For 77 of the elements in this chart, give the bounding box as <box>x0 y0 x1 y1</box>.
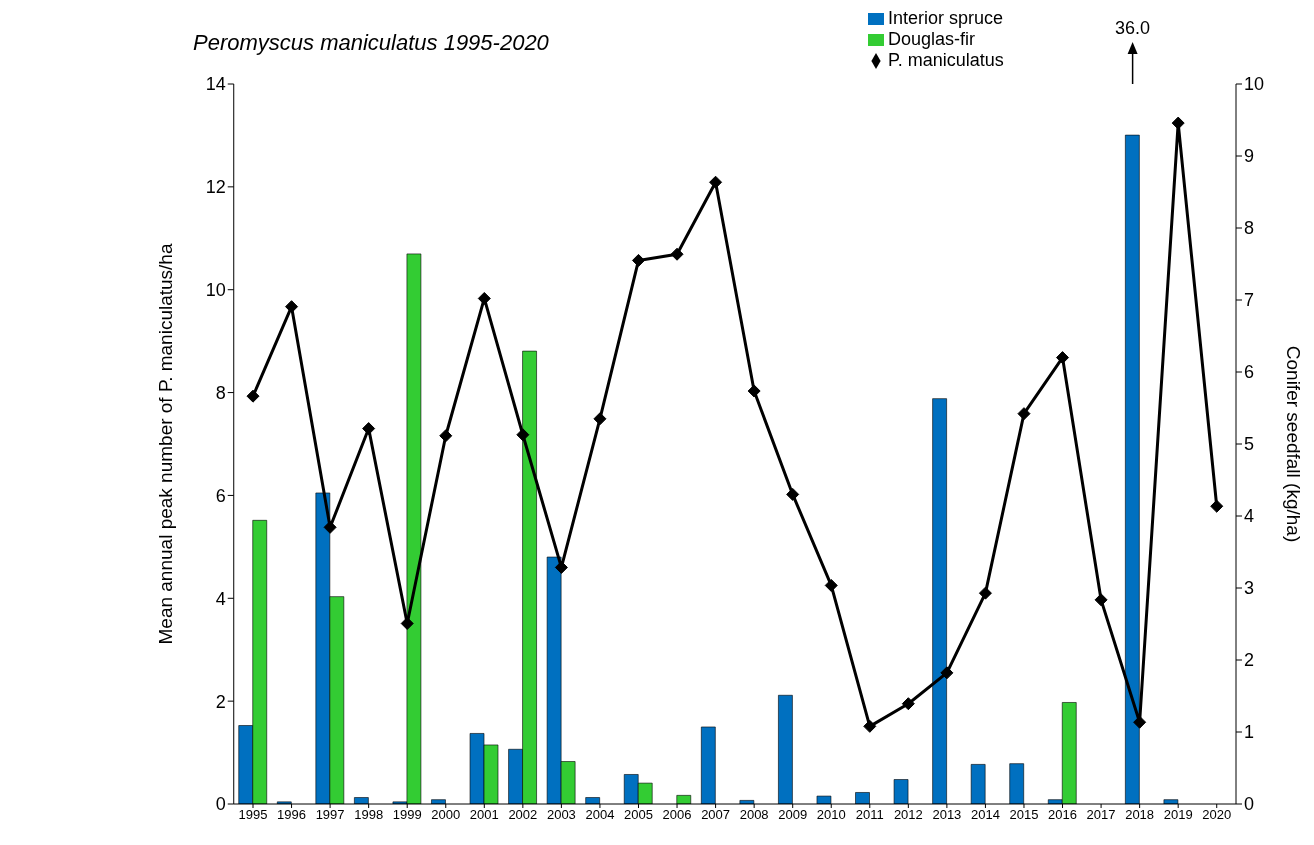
point <box>1017 407 1031 421</box>
y-tick-label: 12 <box>205 177 226 198</box>
y-tick-label: 2 <box>215 691 226 712</box>
y-tick-label: 8 <box>215 382 226 403</box>
x-tick-label: 2010 <box>816 807 846 823</box>
y-tick-label: 14 <box>205 74 226 95</box>
point <box>362 422 376 436</box>
x-tick-label: 1995 <box>238 807 268 823</box>
legend-label: Douglas-fir <box>888 29 976 49</box>
y2-tick-label: 7 <box>1244 290 1255 311</box>
point <box>593 412 607 426</box>
x-tick-label: 1996 <box>277 807 307 823</box>
y-tick-label: 6 <box>215 485 226 506</box>
x-tick-label: 2013 <box>932 807 962 823</box>
point <box>863 719 877 733</box>
x-tick-label: 2003 <box>546 807 576 823</box>
y2-tick-label: 5 <box>1244 434 1255 455</box>
x-tick-label: 2009 <box>778 807 808 823</box>
x-tick-label: 2020 <box>1202 807 1232 823</box>
x-tick-label: 2012 <box>893 807 923 823</box>
y2-tick-label: 2 <box>1244 650 1255 671</box>
point <box>1133 715 1147 729</box>
x-tick-label: 1997 <box>315 807 345 823</box>
point <box>940 666 954 680</box>
y-tick-label: 10 <box>205 280 226 301</box>
y2-tick-label: 10 <box>1244 74 1265 95</box>
x-tick-label: 2019 <box>1163 807 1193 823</box>
x-tick-label: 2008 <box>739 807 769 823</box>
point <box>824 578 838 592</box>
y2-tick-label: 6 <box>1244 362 1255 383</box>
point <box>439 429 453 443</box>
x-tick-label: 2011 <box>855 807 884 823</box>
y-tick-label: 0 <box>215 794 226 815</box>
point <box>670 247 684 261</box>
legend-label: Interior spruce <box>888 8 1004 28</box>
y-axis-title: Mean annual peak number of P. maniculatus/ha <box>155 243 177 645</box>
x-tick-label: 2014 <box>970 807 1000 823</box>
point <box>747 384 761 398</box>
point <box>1171 116 1185 130</box>
x-tick-label: 2006 <box>662 807 692 823</box>
point <box>978 586 992 600</box>
y2-tick-label: 8 <box>1244 218 1255 239</box>
point <box>632 253 645 267</box>
point <box>516 428 530 442</box>
x-tick-label: 1998 <box>354 807 384 823</box>
x-tick-label: 2018 <box>1125 807 1155 823</box>
point <box>323 520 337 534</box>
x-tick-label: 2016 <box>1048 807 1077 823</box>
x-tick-label: 2017 <box>1086 807 1116 823</box>
point <box>477 291 491 305</box>
point <box>246 389 260 403</box>
y2-tick-label: 0 <box>1244 794 1255 815</box>
y2-axis-title: Conifer seedfall (kg/ha) <box>1283 345 1305 543</box>
x-tick-label: 2005 <box>624 807 653 823</box>
x-tick-label: 2000 <box>431 807 461 823</box>
x-tick-label: 1999 <box>392 807 422 823</box>
y2-tick-label: 3 <box>1244 578 1255 599</box>
point <box>1094 593 1108 607</box>
y-tick-label: 4 <box>215 588 226 609</box>
x-tick-label: 2004 <box>585 807 615 823</box>
x-tick-label: 2015 <box>1009 807 1039 823</box>
y2-tick-label: 4 <box>1244 506 1255 527</box>
point <box>554 560 568 574</box>
chart-title: Peromyscus maniculatus 1995-2020 <box>193 30 549 56</box>
point <box>709 175 723 189</box>
text: 36.0 <box>1115 18 1151 38</box>
point <box>786 487 800 501</box>
x-tick-label: 2001 <box>469 807 499 823</box>
point <box>1210 499 1224 513</box>
y2-tick-label: 9 <box>1244 146 1255 167</box>
point <box>285 300 299 314</box>
x-tick-label: 2002 <box>508 807 538 823</box>
legend-label: P. maniculatus <box>888 50 1004 70</box>
point <box>1056 351 1070 365</box>
point <box>901 697 915 711</box>
y2-tick-label: 1 <box>1244 722 1255 743</box>
x-tick-label: 2007 <box>701 807 731 823</box>
